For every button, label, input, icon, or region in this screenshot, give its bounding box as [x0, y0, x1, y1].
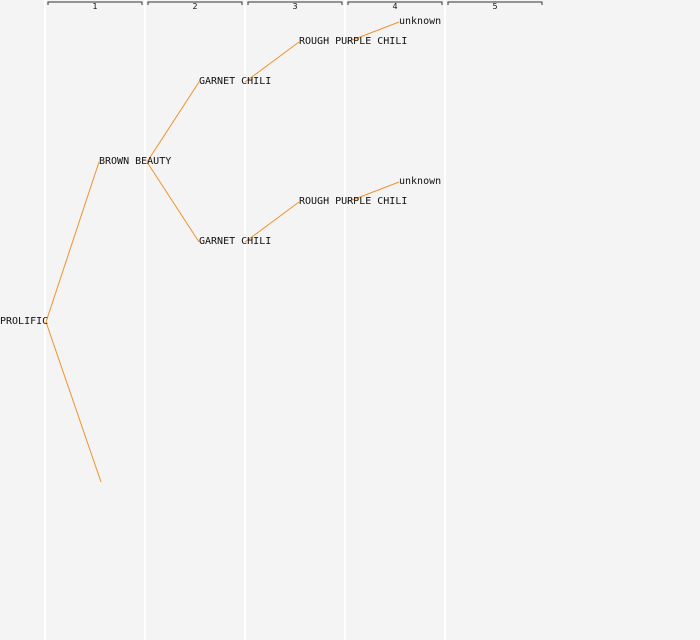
- node-sire-dam[interactable]: GARNET CHILI: [199, 236, 272, 247]
- column-dividers: [44, 0, 446, 640]
- generation-number-4: 4: [392, 2, 398, 11]
- node-sire[interactable]: BROWN BEAUTY: [99, 156, 172, 167]
- node-sire-dam-sire[interactable]: ROUGH PURPLE CHILI: [299, 196, 408, 207]
- edge-root-sire: [45, 161, 100, 323]
- edge-sire-sire: [146, 81, 200, 163]
- generation-brackets: [47, 1, 543, 5]
- generation-bracket: [347, 1, 443, 5]
- node-unknown: unknown: [399, 16, 442, 27]
- generation-number-3: 3: [292, 2, 298, 11]
- generation-number-2: 2: [192, 2, 198, 11]
- generation-bracket: [247, 1, 343, 5]
- generation-bracket: [447, 1, 543, 5]
- node-root[interactable]: PROLIFIC: [0, 316, 49, 327]
- node-unknown: unknown: [399, 176, 442, 187]
- generation-number-1: 1: [92, 2, 98, 11]
- edge-sire-sire-sire: [244, 41, 300, 83]
- node-sire-sire[interactable]: GARNET CHILI: [199, 76, 272, 87]
- generation-bracket: [147, 1, 243, 5]
- pedigree-edges: [45, 21, 400, 483]
- edge-sire-dam: [146, 161, 200, 243]
- edge-sdss: [346, 181, 400, 203]
- edge-ssss: [346, 21, 400, 43]
- edge-sire-dam-sire: [244, 201, 300, 243]
- edge-root-dam: [45, 321, 102, 483]
- generation-number-5: 5: [492, 2, 498, 11]
- node-sire-sire-sire[interactable]: ROUGH PURPLE CHILI: [299, 36, 408, 47]
- generation-bracket: [47, 1, 143, 5]
